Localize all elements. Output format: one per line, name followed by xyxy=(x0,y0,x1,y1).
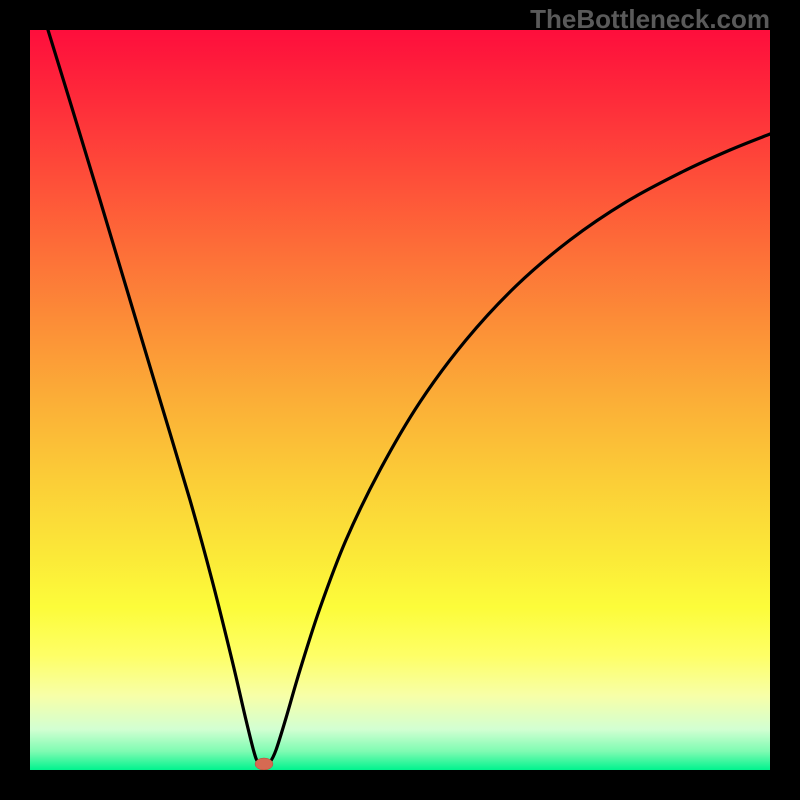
frame-left xyxy=(0,0,30,800)
frame-bottom xyxy=(0,770,800,800)
frame-right xyxy=(770,0,800,800)
watermark-text: TheBottleneck.com xyxy=(530,4,770,35)
minimum-marker xyxy=(255,758,273,770)
chart-svg xyxy=(0,0,800,800)
plot-background xyxy=(30,30,770,770)
